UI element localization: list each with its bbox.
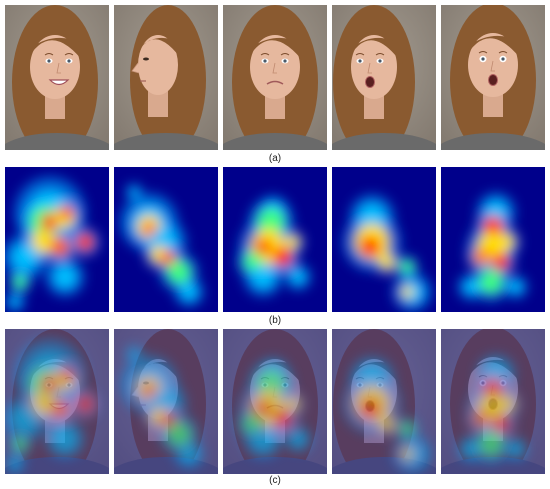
row-a-photos [5,5,545,150]
caption-a: (a) [268,153,282,164]
heatmap-sad [223,167,327,312]
caption-b: (b) [268,315,282,326]
overlay-surprised-side [332,329,436,474]
heatmap-happy [5,167,109,312]
row-b-heatmaps [5,167,545,312]
overlay-surprised-front [441,329,545,474]
heatmap-surprised-side [332,167,436,312]
photo-profile [114,5,218,150]
photo-happy [5,5,109,150]
photo-sad [223,5,327,150]
photo-surprised-front [441,5,545,150]
overlay-profile [114,329,218,474]
overlay-happy [5,329,109,474]
heatmap-surprised-front [441,167,545,312]
photo-surprised-side [332,5,436,150]
caption-c: (c) [269,475,281,486]
heatmap-profile [114,167,218,312]
overlay-sad [223,329,327,474]
row-c-overlays [5,329,545,474]
